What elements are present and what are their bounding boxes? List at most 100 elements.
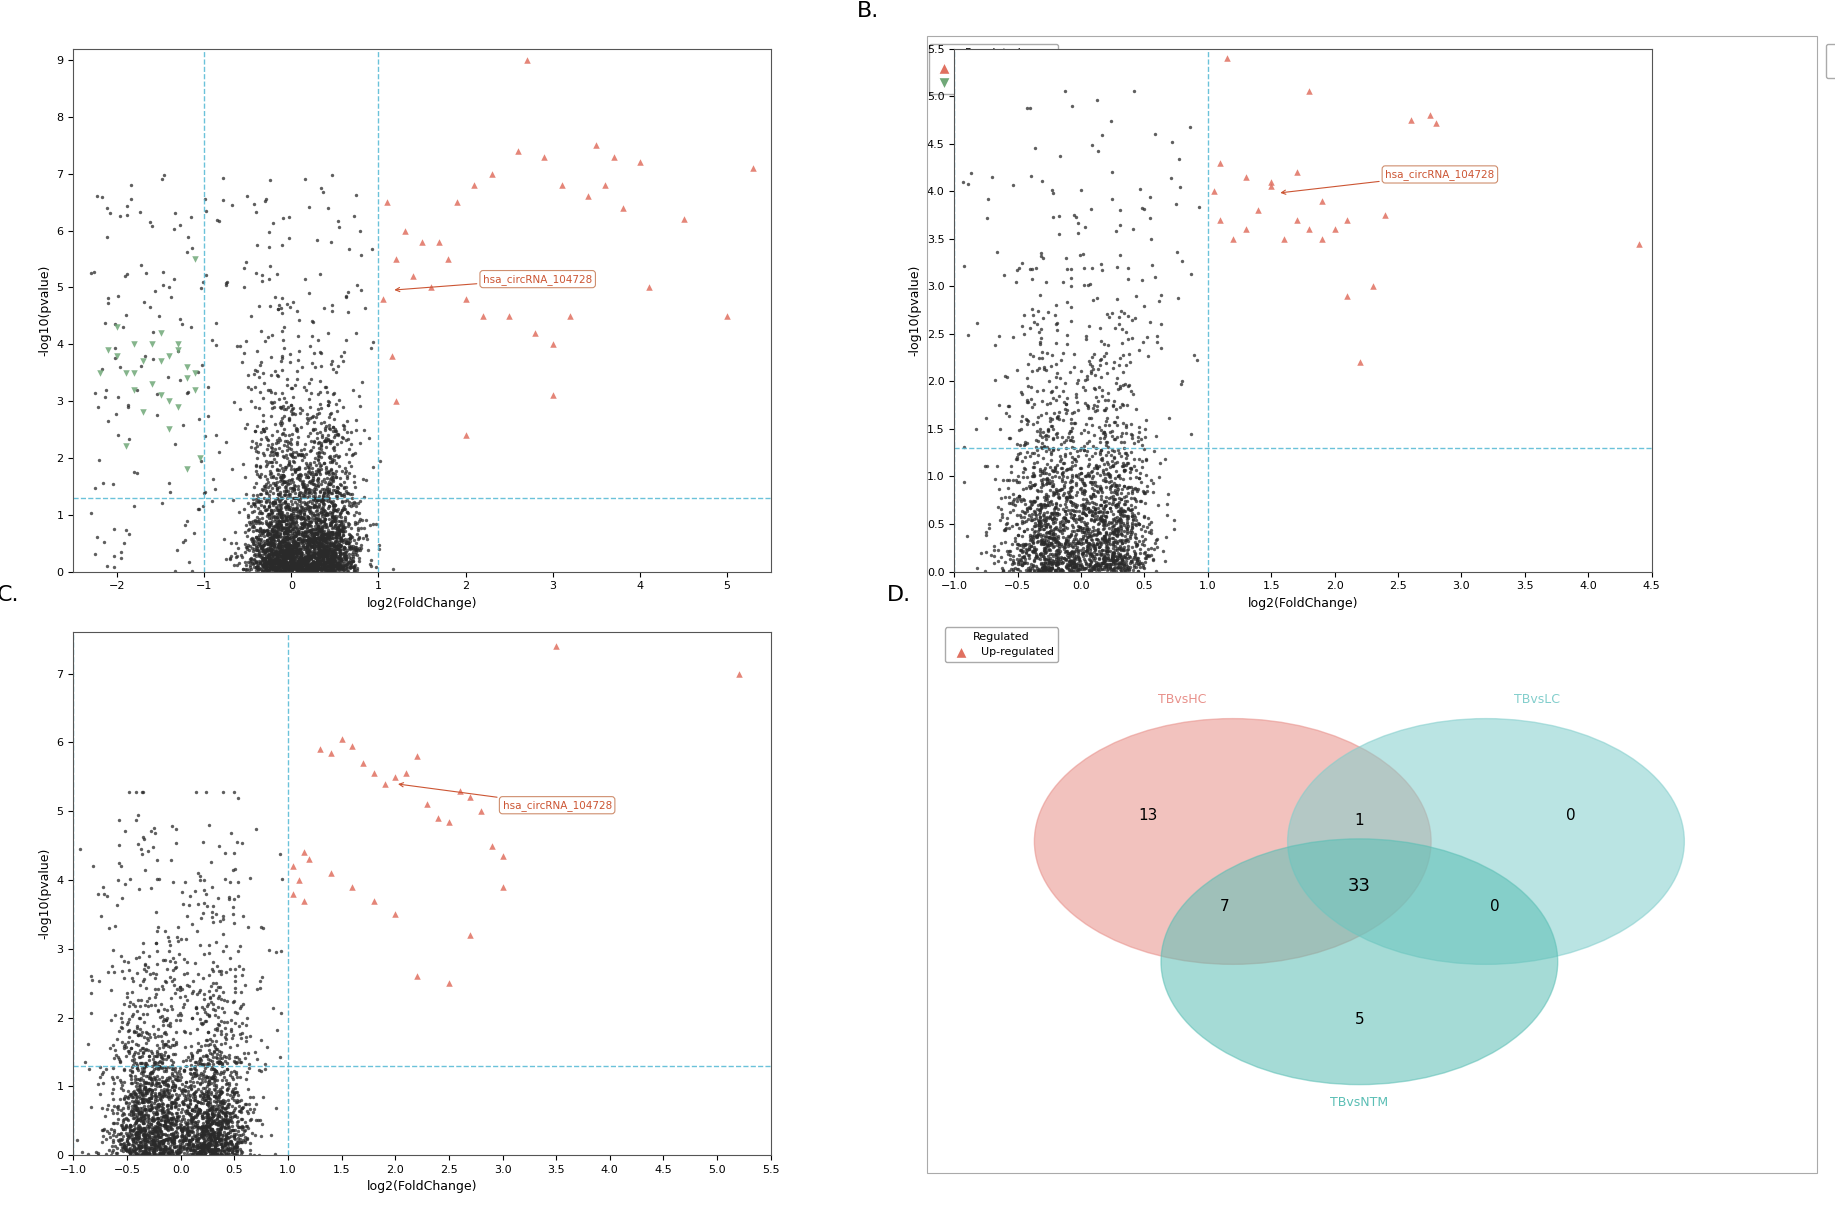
Point [275, 410, 305, 429]
Point [193, 1137, 222, 1156]
Point [237, 379, 266, 399]
Point [235, 1087, 264, 1107]
Point [1035, 409, 1064, 428]
Point [141, 1102, 171, 1121]
Point [303, 553, 332, 573]
Point [339, 556, 369, 575]
Point [117, 1038, 147, 1058]
Point [1141, 426, 1171, 445]
Point [200, 1142, 229, 1161]
Point [117, 1130, 147, 1149]
Point [184, 1054, 213, 1074]
Point [325, 390, 354, 410]
Point [266, 519, 295, 539]
Point [220, 1062, 250, 1081]
Point [178, 1083, 207, 1103]
Point [128, 1042, 158, 1062]
Point [1039, 553, 1068, 573]
Point [281, 462, 310, 482]
Point [228, 1109, 257, 1128]
Point [1033, 455, 1062, 474]
Point [275, 539, 305, 558]
Point [141, 1145, 171, 1165]
Point [264, 558, 294, 578]
Point [178, 1045, 207, 1064]
Point [209, 1098, 239, 1118]
Point [222, 1053, 251, 1073]
Point [712, 306, 741, 326]
Point [1094, 514, 1123, 534]
Point [1068, 503, 1097, 523]
Point [154, 1145, 184, 1165]
Point [145, 1132, 174, 1152]
Point [123, 1093, 152, 1113]
Point [316, 482, 345, 501]
Point [1130, 427, 1160, 446]
Point [1064, 540, 1094, 559]
Point [301, 559, 330, 579]
Point [306, 446, 336, 466]
Point [172, 963, 202, 983]
Point [255, 494, 284, 513]
Point [209, 1012, 239, 1031]
Point [294, 479, 323, 499]
Point [270, 435, 299, 455]
Point [193, 1108, 222, 1127]
Point [264, 541, 294, 561]
Point [262, 507, 292, 527]
Point [211, 1091, 240, 1110]
Point [1017, 165, 1046, 185]
Point [1055, 507, 1084, 527]
Point [305, 536, 334, 556]
Point [259, 535, 288, 554]
Point [332, 423, 361, 443]
Point [1112, 558, 1141, 578]
Point [257, 558, 286, 578]
Point [1050, 472, 1079, 491]
Point [150, 1115, 180, 1135]
Point [195, 944, 224, 963]
Point [288, 558, 317, 578]
Point [257, 544, 286, 563]
Point [139, 1127, 169, 1147]
Point [1015, 535, 1044, 554]
Point [266, 535, 295, 554]
Point [259, 507, 288, 527]
Point [1097, 548, 1127, 568]
Point [136, 1069, 165, 1088]
Point [92, 1121, 121, 1141]
Point [991, 519, 1020, 539]
Point [261, 525, 290, 545]
Point [257, 558, 286, 578]
Point [204, 1087, 233, 1107]
Point [213, 1111, 242, 1131]
Point [314, 392, 343, 411]
Point [235, 552, 264, 572]
Point [598, 147, 628, 167]
Point [218, 1080, 248, 1099]
Point [264, 516, 294, 535]
Point [261, 361, 290, 381]
Point [1105, 398, 1134, 417]
Point [110, 995, 139, 1014]
Point [1077, 348, 1107, 367]
Point [1081, 554, 1110, 574]
Point [112, 362, 141, 382]
Point [1051, 325, 1081, 344]
Point [217, 1110, 246, 1130]
Point [1031, 541, 1061, 561]
Point [1079, 520, 1108, 540]
Point [138, 1138, 167, 1158]
Point [259, 530, 288, 550]
Point [273, 519, 303, 539]
Point [268, 512, 297, 531]
Point [217, 1109, 246, 1128]
Point [314, 550, 343, 569]
Point [325, 520, 354, 540]
Point [229, 1097, 259, 1116]
Point [984, 456, 1013, 475]
Point [237, 529, 266, 548]
Point [317, 547, 347, 567]
Point [136, 1128, 165, 1148]
Point [998, 559, 1028, 579]
